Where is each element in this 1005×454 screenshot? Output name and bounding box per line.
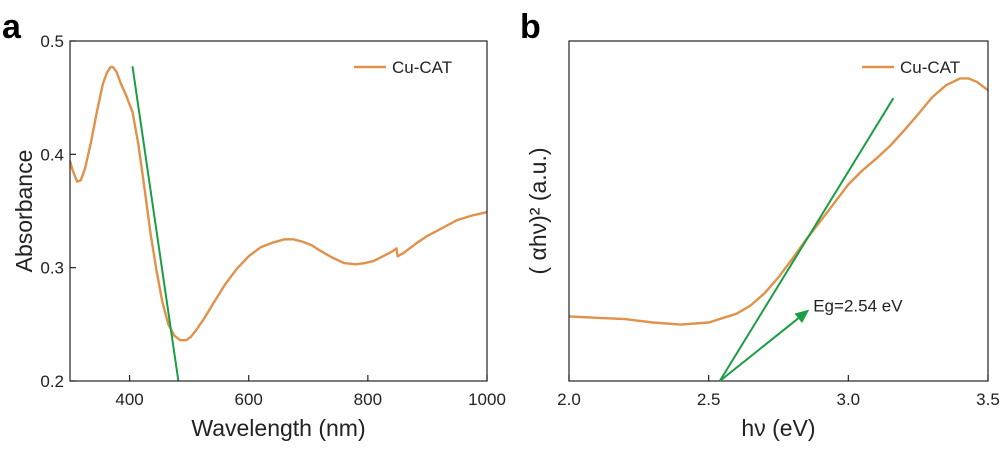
panel-a-x-tick-label: 600 — [235, 390, 263, 409]
panel-a-series-cu-cat-line — [70, 65, 487, 342]
panel-a-x-tick-label: 400 — [115, 390, 143, 409]
panel-a-y-tick-label: 0.2 — [40, 372, 64, 391]
panel-a-legend-label: Cu-CAT — [392, 58, 452, 77]
panel-b-series-tangent-line — [718, 97, 894, 381]
panel-b-chart: 2.0 2.5 3.0 3.5 hν (eV) ( αhν)² (a.u.) Cu-C… — [525, 40, 1000, 441]
bandgap-label: Eg=2.54 eV — [813, 297, 903, 316]
bandgap-arrowhead — [794, 309, 810, 324]
panel-b-x-axis-label: hν (eV) — [741, 415, 815, 441]
panel-b-y-axis-label: ( αhν)² (a.u.) — [525, 147, 551, 274]
panel-b-x-tick-label: 2.0 — [557, 390, 581, 409]
panel-a-series-group — [70, 65, 487, 381]
panel-a-legend: Cu-CAT — [354, 58, 452, 77]
bandgap-arrow — [719, 317, 799, 382]
panel-a-y-axis-label: Absorbance — [11, 150, 37, 273]
panel-b-x-tick-label: 2.5 — [697, 390, 721, 409]
panel-b-series-cu-cat-line — [569, 77, 988, 326]
panel-b-plot-frame — [568, 40, 989, 382]
panel-b-label: b — [520, 8, 541, 46]
panel-a-label: a — [2, 8, 22, 46]
panel-a-x-tick-label: 1000 — [468, 390, 506, 409]
panel-a-ticks: 400 600 800 1000 0.2 0.3 0.4 0.5 — [40, 32, 506, 409]
panel-a-series-tangent-line — [131, 66, 180, 381]
panel-a-y-tick-label: 0.3 — [40, 259, 64, 278]
panel-a-x-axis-label: Wavelength (nm) — [191, 415, 365, 441]
panel-b-x-tick-label: 3.5 — [976, 390, 1000, 409]
panel-b-legend-label: Cu-CAT — [900, 58, 960, 77]
panel-a-y-tick-label: 0.5 — [40, 32, 64, 51]
panel-a-x-tick-label: 800 — [354, 390, 382, 409]
panel-b-ticks: 2.0 2.5 3.0 3.5 — [557, 375, 1000, 409]
panel-a-chart: 400 600 800 1000 0.2 0.3 0.4 0.5 Wavelength (nm… — [11, 32, 506, 441]
panel-b-series-group — [569, 77, 988, 381]
panel-a-y-tick-label: 0.4 — [40, 145, 64, 164]
panel-b-x-tick-label: 3.0 — [837, 390, 861, 409]
panel-b-legend: Cu-CAT — [862, 58, 960, 77]
panel-b-annotation: Eg=2.54 eV — [719, 297, 903, 382]
panel-a-plot-frame — [69, 40, 488, 382]
